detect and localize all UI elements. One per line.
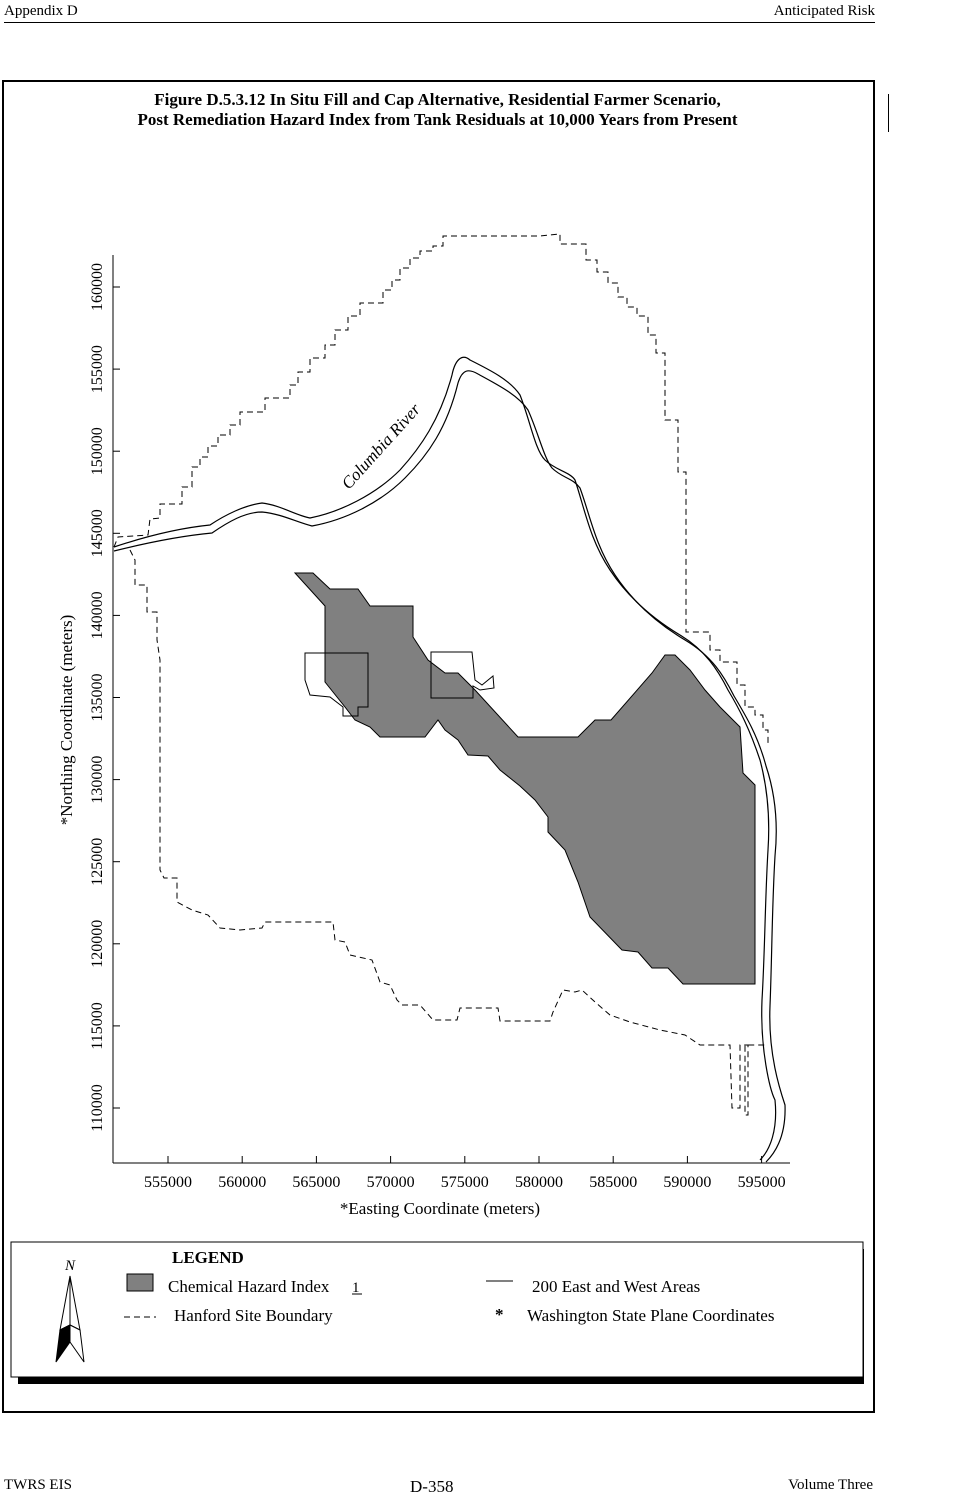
y-tick-label-155000: 155000 [89,345,106,393]
200-east-area [430,651,495,699]
legend-box [10,1241,864,1378]
plot-axes [112,255,790,1164]
y-axis-ticks: 110000 115000 120000 125000 130000 135000 1400… [89,263,120,1132]
river-label: Columbia River [338,400,425,493]
footer-page-number: D-358 [410,1477,454,1496]
legend-hazard-swatch [126,1273,154,1292]
legend-boundary-label: Hanford Site Boundary [174,1306,333,1325]
legend-hazard-suffix: 1 [352,1280,360,1296]
legend-hazard-label: Chemical Hazard Index [168,1277,330,1296]
change-bar [888,94,889,132]
y-tick-label-135000: 135000 [89,674,106,722]
chemical-hazard-region [293,572,756,985]
x-axis-ticks: 555000 560000 565000 570000 575000 580000 5850… [144,1156,786,1191]
columbia-river [113,356,786,1163]
figure-title: Figure D.5.3.12 In Situ Fill and Cap Alt… [0,90,875,130]
x-tick-label-590000: 590000 [663,1174,711,1191]
figure-title-line-1: Figure D.5.3.12 In Situ Fill and Cap Alt… [154,90,721,109]
x-tick-label-575000: 575000 [441,1174,489,1191]
y-axis-label: *Northing Coordinate (meters) [57,615,76,826]
x-tick-label-570000: 570000 [367,1174,415,1191]
x-tick-label-555000: 555000 [144,1174,192,1191]
x-tick-label-585000: 585000 [589,1174,637,1191]
y-tick-label-160000: 160000 [89,263,106,311]
hanford-site-boundary [113,233,769,745]
legend-asterisk: * [495,1305,504,1324]
x-tick-label-580000: 580000 [515,1174,563,1191]
y-tick-label-130000: 130000 [89,756,106,804]
header-section: Anticipated Risk [773,3,875,19]
north-label: N [64,1258,76,1274]
north-arrow-icon: N [55,1258,85,1363]
y-tick-label-115000: 115000 [89,1002,106,1049]
legend-coordinates-label: Washington State Plane Coordinates [527,1306,774,1325]
figure-title-line-2: Post Remediation Hazard Index from Tank … [137,110,738,129]
footer-volume: Volume Three [788,1477,873,1493]
legend-title: LEGEND [172,1248,244,1267]
x-axis-label: *Easting Coordinate (meters) [340,1199,540,1218]
figure-frame [2,80,875,1413]
x-tick-label-560000: 560000 [218,1174,266,1191]
header-appendix: Appendix D [4,3,78,19]
y-tick-label-120000: 120000 [89,920,106,968]
header-rule [4,22,875,23]
y-tick-label-140000: 140000 [89,591,106,639]
x-tick-label-595000: 595000 [738,1174,786,1191]
legend-200-areas-label: 200 East and West Areas [532,1277,700,1296]
x-tick-label-565000: 565000 [292,1174,340,1191]
y-tick-label-150000: 150000 [89,427,106,475]
footer-document: TWRS EIS [4,1477,72,1493]
y-tick-label-110000: 110000 [89,1084,106,1131]
y-tick-label-145000: 145000 [89,509,106,557]
y-tick-label-125000: 125000 [89,838,106,886]
legend: LEGEND N Chemical Hazard Index 1 200 Eas… [10,1241,864,1384]
200-west-area [304,652,369,717]
hanford-site-boundary-west [129,549,765,1116]
